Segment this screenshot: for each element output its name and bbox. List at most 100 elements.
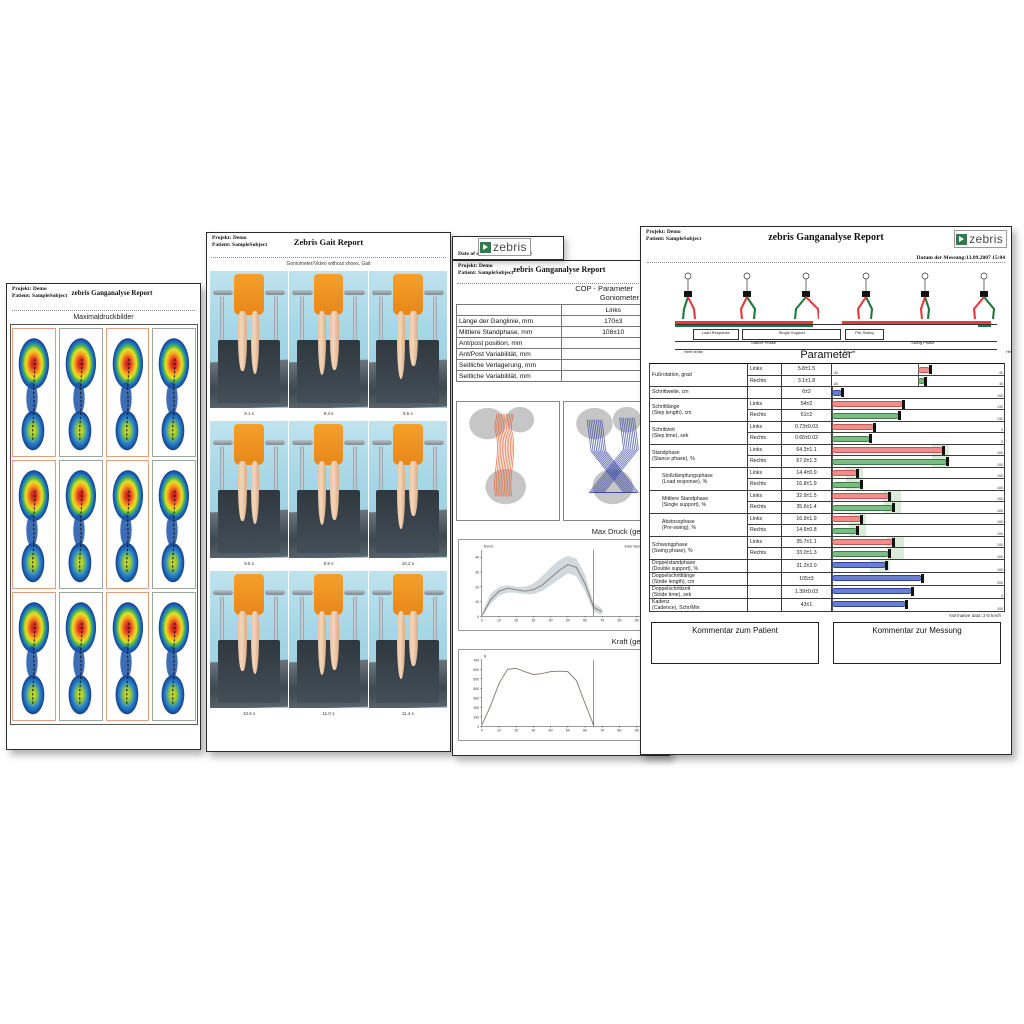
parameter-name-line: (Step length), cm bbox=[652, 409, 692, 416]
document-cop-report[interactable]: Projekt: Demo Patient: SampleSubject zeb… bbox=[452, 260, 670, 756]
parameter-bar-marker bbox=[887, 549, 891, 558]
pressure-footprint-cell[interactable] bbox=[105, 328, 150, 457]
doc2-header: Projekt: Demo Patient: SampleSubject Zeb… bbox=[207, 233, 450, 257]
svg-text:40: 40 bbox=[549, 619, 553, 623]
table-row: Doppelschrittzeit (Stride time), sek 1.39±… bbox=[649, 584, 1005, 599]
video-frame[interactable]: 10.6 s bbox=[210, 571, 289, 719]
doc2-patient-label: Patient: SampleSubject bbox=[212, 241, 268, 248]
parameter-bar-marker bbox=[860, 514, 864, 524]
video-frame[interactable]: 11.4 s bbox=[368, 571, 447, 719]
doc3-section-title: COP - Parameter bbox=[575, 284, 633, 293]
bar-axis-max: 100 bbox=[997, 543, 1003, 547]
cop-row-label: Ant/post position, mm bbox=[456, 337, 562, 349]
parameter-bar-cell: -40 40 bbox=[831, 374, 1005, 387]
parameter-bar-marker bbox=[898, 411, 902, 420]
parameter-bar bbox=[832, 447, 943, 453]
bar-axis-max: 100 bbox=[997, 520, 1003, 524]
pressure-footprint-cell[interactable] bbox=[58, 460, 103, 589]
parameter-value-right: 51±2 bbox=[781, 409, 832, 422]
pressure-footprint-cell[interactable] bbox=[12, 328, 56, 457]
svg-text:0: 0 bbox=[477, 725, 479, 729]
parameter-name-line: (Step time), sek bbox=[652, 432, 689, 439]
pressure-footprint-cell[interactable] bbox=[58, 328, 103, 457]
pressure-footprint-cell[interactable] bbox=[152, 592, 196, 721]
gait-axis-line bbox=[675, 349, 997, 350]
video-frame[interactable]: 10.2 s bbox=[368, 421, 447, 569]
svg-text:600: 600 bbox=[473, 668, 479, 672]
comment-measurement-box[interactable]: Kommentar zur Messung bbox=[833, 621, 1001, 664]
pressure-footprint-cell[interactable] bbox=[58, 592, 103, 721]
bar-axis-max: 40 bbox=[999, 382, 1003, 386]
chart-max-pressure[interactable]: 0102030400102030405060708090100N/cm2link… bbox=[458, 539, 664, 631]
bar-axis-max: 130 bbox=[997, 405, 1003, 409]
zebris-logo-icon: zebris bbox=[954, 230, 1007, 248]
gait-phase-label: Load Response bbox=[692, 329, 739, 340]
doc2-title: Zebris Gait Report bbox=[293, 237, 364, 247]
pressure-footprint-cell[interactable] bbox=[105, 592, 150, 721]
parameter-side bbox=[747, 558, 782, 573]
parameter-name-line: (Swing phase), % bbox=[652, 547, 693, 554]
gait-axis-line bbox=[675, 341, 997, 342]
svg-text:200: 200 bbox=[473, 706, 479, 710]
gait-figure-icon bbox=[853, 271, 879, 321]
svg-text:700: 700 bbox=[473, 658, 479, 662]
parameter-value: 43±1 bbox=[781, 597, 832, 612]
parameter-bar-marker bbox=[921, 573, 925, 583]
parameter-bar-marker bbox=[859, 480, 863, 489]
video-frame[interactable]: 9.5 s bbox=[368, 271, 447, 419]
doc3-title: zebris Ganganalyse Report bbox=[513, 265, 606, 274]
table-row: Schrittlänge (Step length), cm Links 54±2 13… bbox=[649, 397, 1005, 422]
cop-row-label: Seitliche Verlagerung, mm bbox=[456, 359, 562, 371]
pressure-footprint-cell[interactable] bbox=[152, 460, 196, 589]
parameter-bar-cell: 100 bbox=[831, 489, 1005, 502]
chart-force[interactable]: 0 100 200 300 400 500 600 700 0 10 20 30 40 50 60 70 80 9… bbox=[458, 649, 664, 741]
bar-axis-min: -40 bbox=[833, 382, 839, 386]
parameter-value-right: 14.6±0.8 bbox=[781, 524, 832, 537]
table-row: Fußrotation, grad Links 5.8±1.5 -40 40 bbox=[649, 363, 1005, 387]
parameter-bar bbox=[832, 575, 923, 581]
table-row: Rechts 67.0±1.3 100 bbox=[650, 455, 1005, 468]
document-pressure-report[interactable]: Projekt: Demo Patient: SampleSubject zeb… bbox=[6, 283, 201, 750]
parameter-bar-cell: 100 bbox=[831, 478, 1005, 491]
parameter-bar bbox=[832, 562, 886, 568]
parameter-value-left: 35.7±1.1 bbox=[781, 535, 832, 548]
footprint-heatmap-icon bbox=[18, 470, 50, 583]
parameter-side-left: Links bbox=[747, 363, 782, 376]
parameter-side-left: Links bbox=[747, 535, 782, 548]
cop-plot-left[interactable]: Links bbox=[456, 401, 560, 521]
pressure-footprint-cell[interactable] bbox=[105, 460, 150, 589]
pressure-footprint-cell[interactable] bbox=[12, 460, 56, 589]
video-frame[interactable]: 9.1 s bbox=[210, 271, 289, 419]
doc4-header: Projekt: Demo Patient: SampleSubject zeb… bbox=[641, 227, 1011, 255]
parameter-bar bbox=[832, 504, 894, 511]
document-gait-report[interactable]: Projekt: Demo Patient: SampleSubject Zeb… bbox=[206, 232, 451, 752]
svg-text:10: 10 bbox=[497, 619, 501, 623]
doc4-patient-label: Patient: SampleSubject bbox=[646, 235, 702, 242]
table-row: Standphase (Stance phase), % Links 64.3±1.1… bbox=[649, 443, 1005, 468]
treadmill-video-image bbox=[210, 421, 289, 558]
pressure-footprint-cell[interactable] bbox=[12, 592, 56, 721]
table-row: Rechts 3.1±1.8 -40 40 bbox=[650, 374, 1005, 387]
document-parameter-report[interactable]: Projekt: Demo Patient: SampleSubject zeb… bbox=[640, 226, 1012, 755]
bar-axis-max: 3 bbox=[1001, 428, 1003, 432]
parameter-name-line: Fußrotation, grad bbox=[652, 372, 692, 378]
table-row: Doppelschrittlänge (Stride length), cm 105… bbox=[649, 571, 1005, 586]
pressure-footprint-cell[interactable] bbox=[152, 328, 196, 457]
video-frame[interactable]: 9.3 s bbox=[289, 271, 368, 419]
normative-band bbox=[887, 548, 905, 559]
parameter-name-line: (Pre-swing), % bbox=[662, 524, 697, 531]
doc1-section-title: Maximaldruckbilder bbox=[73, 314, 134, 321]
comment-patient-box[interactable]: Kommentar zum Patient bbox=[651, 621, 819, 664]
parameter-value-left: 0.73±0.03 bbox=[781, 420, 832, 433]
parameter-name-line: Kadenz bbox=[652, 598, 670, 605]
gait-event-label: Heel strike bbox=[1006, 349, 1012, 354]
video-frame[interactable]: 9.9 s bbox=[289, 421, 368, 569]
parameter-bar bbox=[832, 458, 948, 465]
video-frame[interactable]: 11.0 s bbox=[289, 571, 368, 719]
video-frame[interactable]: 9.5 s bbox=[210, 421, 289, 569]
parameter-side bbox=[747, 571, 782, 586]
doc1-header: Projekt: Demo Patient: SampleSubject zeb… bbox=[7, 284, 200, 310]
bar-axis-max: 200 bbox=[997, 580, 1003, 585]
parameter-bar bbox=[832, 550, 889, 557]
table-row: Abstossphase (Pre-swing), % Links 16.9±1.9 1… bbox=[649, 512, 1005, 537]
